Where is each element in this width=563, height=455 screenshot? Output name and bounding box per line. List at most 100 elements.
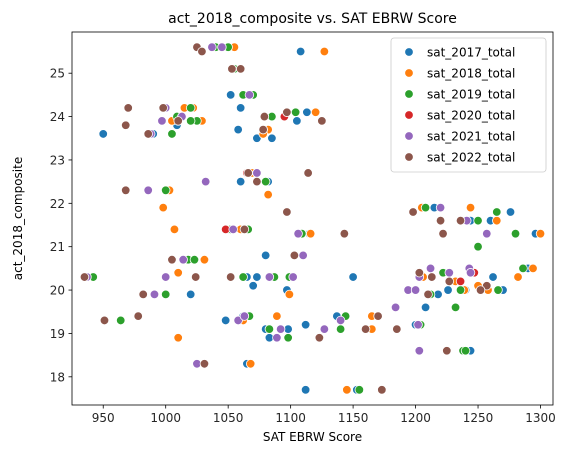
point-sat_2022_total-41 bbox=[442, 346, 452, 356]
legend-box bbox=[390, 37, 547, 173]
y-axis-title: act_2018_composite bbox=[11, 157, 25, 280]
legend-label-sat_2021_total: sat_2021_total bbox=[427, 130, 515, 144]
point-sat_2019_total-33 bbox=[473, 215, 483, 226]
point-sat_2019_total-24 bbox=[160, 289, 171, 300]
legend-marker-sat_2021_total bbox=[404, 131, 414, 141]
point-sat_2021_total-26 bbox=[414, 346, 425, 356]
point-sat_2021_total-7 bbox=[200, 176, 211, 187]
point-sat_2022_total-42 bbox=[475, 285, 486, 295]
legend-marker-sat_2019_total bbox=[404, 89, 414, 99]
point-sat_2019_total-10 bbox=[185, 116, 196, 126]
point-sat_2022_total-1 bbox=[197, 46, 207, 57]
point-sat_2022_total-31 bbox=[392, 324, 402, 334]
point-sat_2022_total-33 bbox=[408, 207, 418, 217]
point-sat_2017_total-24 bbox=[185, 289, 196, 300]
point-sat_2021_total-25 bbox=[298, 250, 308, 261]
x-tick-label-1000: 1000 bbox=[150, 411, 181, 425]
point-sat_2022_total-35 bbox=[438, 228, 448, 239]
point-sat_2021_total-2 bbox=[244, 90, 255, 100]
point-sat_2018_total-33 bbox=[528, 263, 538, 274]
plot-frame bbox=[71, 31, 554, 406]
y-tick-label-25: 25 bbox=[50, 67, 65, 81]
legend-marker-sat_2022_total bbox=[404, 152, 414, 162]
point-sat_2017_total-21 bbox=[248, 281, 258, 291]
point-sat_2019_total-3 bbox=[185, 103, 196, 113]
point-sat_2018_total-12 bbox=[158, 202, 168, 213]
point-sat_2017_total-23 bbox=[348, 272, 358, 282]
point-sat_2022_total-12 bbox=[317, 116, 327, 126]
y-tick-label-18: 18 bbox=[50, 370, 65, 384]
point-sat_2022_total-27 bbox=[99, 315, 110, 326]
point-sat_2022_total-11 bbox=[282, 107, 292, 117]
point-sat_2021_total-16 bbox=[264, 272, 275, 282]
point-sat_2018_total-31 bbox=[492, 215, 502, 226]
point-sat_2022_total-29 bbox=[360, 324, 371, 334]
point-sat_2022_total-5 bbox=[158, 103, 168, 113]
point-sat_2021_total-36 bbox=[465, 268, 476, 278]
point-sat_2021_total-29 bbox=[482, 228, 492, 239]
point-sat_2022_total-34 bbox=[435, 215, 446, 226]
point-sat_2019_total-27 bbox=[264, 324, 275, 334]
point-sat_2022_total-13 bbox=[243, 168, 253, 178]
point-sat_2022_total-40 bbox=[423, 289, 433, 300]
point-sat_2022_total-6 bbox=[173, 116, 183, 126]
x-axis-title: SAT EBRW Score bbox=[263, 430, 362, 444]
chart-title: act_2018_composite vs. SAT EBRW Score bbox=[168, 11, 457, 27]
point-sat_2018_total-30 bbox=[465, 202, 476, 213]
point-sat_2019_total-15 bbox=[160, 185, 171, 196]
point-sat_2022_total-2 bbox=[227, 64, 237, 74]
x-tick-label-1200: 1200 bbox=[400, 411, 431, 425]
point-sat_2021_total-9 bbox=[143, 185, 153, 196]
axes: 950 1000 1050 1100 1150 1200 1250 1300 18 19 20 21 2… bbox=[50, 31, 556, 425]
point-sat_2018_total-18 bbox=[173, 268, 183, 278]
point-sat_2022_total-38 bbox=[444, 276, 455, 287]
point-sat_2018_total-27 bbox=[245, 359, 256, 369]
point-sat_2021_total-31 bbox=[444, 268, 455, 278]
point-sat_2022_total-19 bbox=[339, 228, 350, 239]
point-sat_2021_total-35 bbox=[425, 263, 436, 274]
point-sat_2021_total-0 bbox=[207, 42, 217, 52]
point-sat_2019_total-34 bbox=[492, 207, 502, 217]
point-sat_2021_total-22 bbox=[319, 324, 330, 334]
point-sat_2019_total-36 bbox=[473, 241, 483, 252]
point-sat_2021_total-1 bbox=[217, 42, 227, 52]
point-sat_2021_total-19 bbox=[239, 311, 250, 321]
plot-area bbox=[79, 42, 546, 395]
point-sat_2022_total-8 bbox=[143, 129, 153, 139]
x-tick-label-1250: 1250 bbox=[463, 411, 494, 425]
point-sat_2021_total-20 bbox=[275, 324, 286, 334]
legend-label-sat_2018_total: sat_2018_total bbox=[427, 67, 515, 81]
point-sat_2022_total-7 bbox=[121, 120, 131, 130]
point-sat_2017_total-33 bbox=[300, 385, 311, 395]
y-tick-label-21: 21 bbox=[50, 240, 65, 254]
point-sat_2019_total-8 bbox=[290, 107, 301, 117]
point-sat_2017_total-18 bbox=[252, 272, 262, 282]
point-sat_2022_total-24 bbox=[138, 289, 148, 300]
y-tick-label-19: 19 bbox=[50, 327, 65, 341]
point-sat_2018_total-26 bbox=[173, 333, 183, 343]
x-tick-label-950: 950 bbox=[92, 411, 115, 425]
point-sat_2019_total-37 bbox=[518, 263, 528, 274]
point-sat_2017_total-0 bbox=[98, 129, 108, 139]
point-sat_2018_total-16 bbox=[305, 228, 316, 239]
point-sat_2021_total-10 bbox=[228, 224, 238, 235]
legend-label-sat_2020_total: sat_2020_total bbox=[427, 109, 515, 123]
y-tick-label-20: 20 bbox=[50, 284, 65, 298]
point-sat_2019_total-23 bbox=[238, 272, 248, 282]
point-sat_2017_total-42 bbox=[488, 272, 498, 282]
x-tick-label-1300: 1300 bbox=[525, 411, 556, 425]
point-sat_2017_total-5 bbox=[233, 124, 243, 135]
point-sat_2021_total-27 bbox=[435, 202, 446, 213]
point-sat_2018_total-28 bbox=[342, 385, 352, 395]
point-sat_2020_total-5 bbox=[455, 276, 466, 287]
point-sat_2022_total-16 bbox=[121, 185, 131, 196]
point-sat_2022_total-10 bbox=[258, 124, 268, 135]
point-sat_2022_total-14 bbox=[303, 168, 313, 178]
point-sat_2022_total-4 bbox=[123, 103, 133, 113]
legend-label-sat_2017_total: sat_2017_total bbox=[427, 46, 515, 60]
point-sat_2017_total-2 bbox=[225, 90, 236, 100]
point-sat_2019_total-32 bbox=[420, 202, 431, 213]
point-sat_2021_total-38 bbox=[390, 302, 401, 313]
point-sat_2017_total-12 bbox=[235, 176, 246, 187]
